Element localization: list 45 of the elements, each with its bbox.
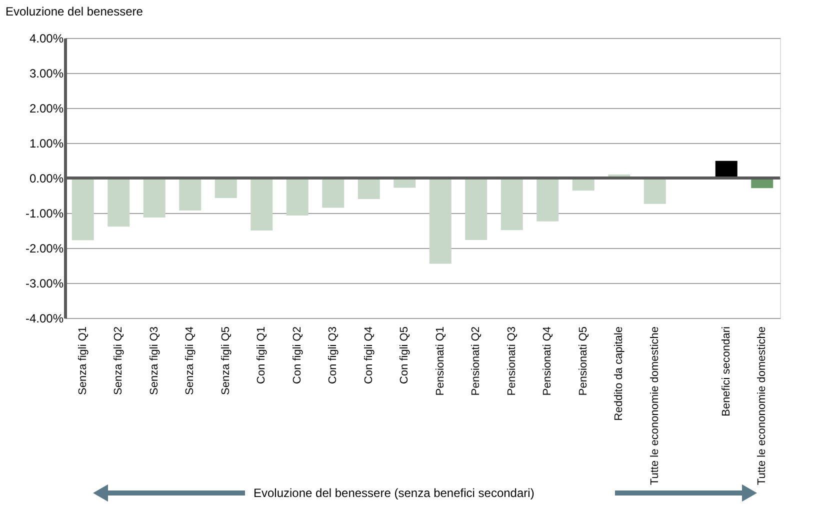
- bar: [250, 178, 273, 230]
- bar: [358, 178, 380, 199]
- bar: [465, 178, 488, 240]
- y-tick-label: 4.00%: [29, 32, 64, 46]
- y-tick-label: -3.00%: [25, 276, 64, 290]
- x-tick-label: Con figli Q2: [291, 326, 304, 384]
- y-tick-label: -4.00%: [25, 312, 64, 326]
- y-tick-label: 3.00%: [29, 66, 64, 80]
- bar: [536, 178, 559, 222]
- x-tick-label: Benefici secondari: [720, 326, 732, 416]
- y-tick-label: 0.00%: [29, 172, 64, 186]
- x-tick-label: Senza figli Q4: [184, 326, 196, 395]
- x-tick-label: Senza figli Q1: [76, 326, 89, 395]
- x-tick-label: Con figli Q1: [256, 326, 268, 384]
- bar: [179, 178, 202, 211]
- bar: [429, 178, 452, 264]
- x-tick-label: Senza figli Q3: [148, 326, 160, 395]
- bar: [143, 178, 166, 218]
- x-tick-label: Tutte le econonomie domestiche: [648, 326, 661, 486]
- bar: [644, 178, 666, 204]
- bar: [322, 178, 344, 208]
- x-tick-label: Tutte le econonomie domestiche: [756, 326, 768, 486]
- y-tick-label: 2.00%: [29, 102, 64, 116]
- y-axis-title: Evoluzione del benessere: [6, 4, 144, 18]
- x-tick-label: Pensionati Q4: [542, 326, 554, 396]
- x-tick-label: Pensionati Q5: [577, 326, 590, 396]
- x-tick-label: Senza figli Q5: [220, 326, 232, 395]
- bar: [715, 160, 738, 178]
- x-tick-label: Con figli Q3: [327, 326, 340, 384]
- bar: [108, 178, 130, 227]
- text: Evoluzione del benessere (senza benefici secondari): [253, 486, 534, 500]
- x-tick-label: Pensionati Q1: [434, 326, 446, 396]
- y-tick-label: 1.00%: [29, 136, 64, 150]
- bar: [286, 178, 308, 216]
- x-tick-label: Con figli Q4: [362, 326, 375, 384]
- bar: [500, 178, 523, 230]
- x-tick-label: Pensionati Q3: [506, 326, 518, 396]
- x-tick-label: Pensionati Q2: [470, 326, 482, 396]
- y-tick-label: -2.00%: [25, 242, 64, 256]
- bar: [214, 178, 237, 198]
- y-tick-label: -1.00%: [25, 206, 64, 220]
- x-tick-label: Con figli Q5: [398, 326, 411, 384]
- x-tick-label: Senza figli Q2: [112, 326, 125, 395]
- bar: [72, 178, 94, 240]
- x-tick-label: Reddito da capitale: [613, 326, 626, 421]
